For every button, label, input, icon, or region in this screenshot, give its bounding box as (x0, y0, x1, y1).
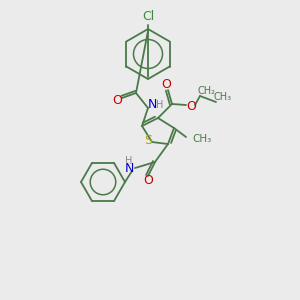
Text: O: O (112, 94, 122, 106)
Text: N: N (124, 163, 134, 176)
Text: H: H (125, 156, 133, 166)
Text: S: S (144, 134, 152, 148)
Text: O: O (186, 100, 196, 112)
Text: O: O (143, 175, 153, 188)
Text: CH₂: CH₂ (198, 86, 216, 96)
Text: H: H (156, 100, 164, 110)
Text: O: O (161, 79, 171, 92)
Text: CH₃: CH₃ (214, 92, 232, 102)
Text: N: N (147, 98, 157, 112)
Text: Cl: Cl (142, 11, 154, 23)
Text: CH₃: CH₃ (192, 134, 211, 144)
